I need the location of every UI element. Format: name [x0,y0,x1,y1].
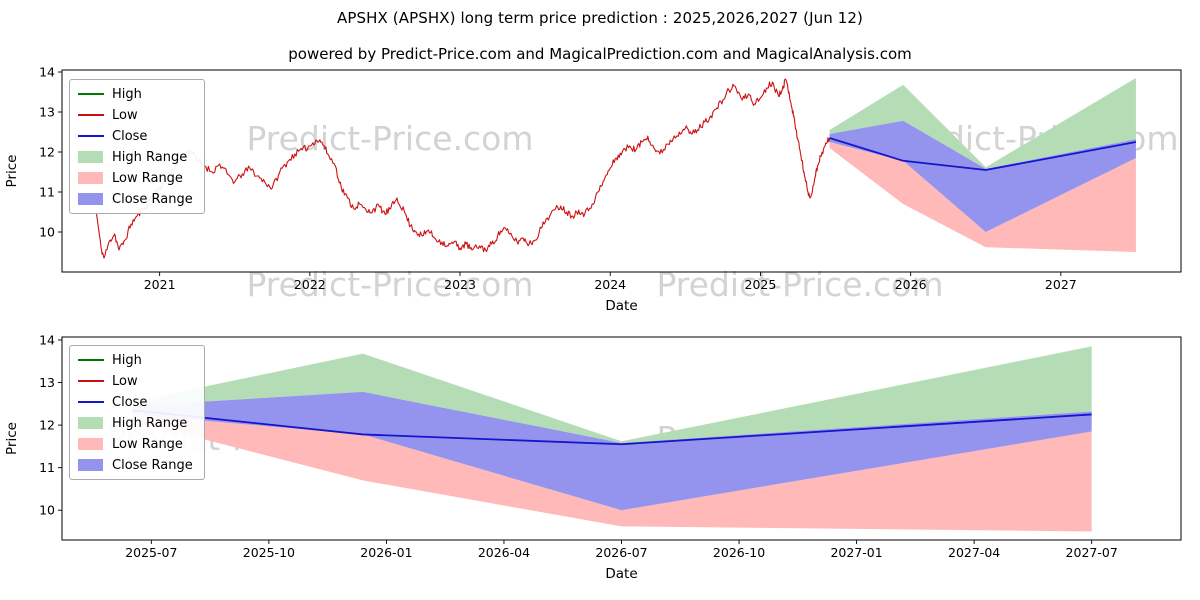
legend-label-high-range: High Range [112,149,188,165]
legend-label-high-range: High Range [112,415,188,431]
y-tick-label: 14 [39,65,55,80]
x-tick-label: 2027-07 [1066,545,1118,560]
high-range-swatch-icon [78,417,103,429]
close-range-band [829,120,1136,232]
x-tick-label: 2026-07 [595,545,647,560]
legend-label-low: Low [112,107,138,123]
low-swatch-icon [78,114,104,116]
x-tick-label: 2027-01 [830,545,882,560]
legend-item-close: Close [78,128,193,144]
plot-border [61,69,1182,273]
low-range-band [132,414,1092,532]
y-tick-label: 10 [39,225,55,240]
legend-item-low-range: Low Range [78,170,193,186]
y-tick-label: 14 [39,332,55,347]
high-range-swatch-icon [78,151,103,163]
x-tick-label: 2023 [444,277,476,292]
x-tick-label: 2021 [144,277,176,292]
close-swatch-icon [78,135,104,137]
legend-item-low-range: Low Range [78,436,193,452]
x-tick-label: 2026 [895,277,927,292]
high-swatch-icon [78,93,104,95]
x-tick-label: 2026-10 [713,545,765,560]
y-tick-label: 11 [39,460,55,475]
x-tick-label: 2025 [745,277,777,292]
low-range-swatch-icon [78,438,103,450]
legend-label-high: High [112,86,142,102]
close-swatch-icon [78,401,104,403]
page-title: APSHX (APSHX) long term price prediction… [337,9,863,27]
high-range-band [132,346,1092,443]
legend-top-chart: High Low Close High Range Low Range Close Ran… [69,79,205,214]
legend-label-close: Close [112,394,148,410]
x-tick-label: 2025-07 [125,545,177,560]
x-axis-label: Date [605,298,637,314]
legend-item-close-range: Close Range [78,191,193,207]
low-swatch-icon [78,380,104,382]
close-forecast-line [132,409,1092,446]
legend-label-close-range: Close Range [112,191,193,207]
x-tick-label: 2026-01 [360,545,412,560]
x-tick-label: 2027 [1045,277,1077,292]
legend-label-high: High [112,352,142,368]
watermark-text: Predict-Price.com [246,119,533,158]
legend-label-low-range: Low Range [112,170,183,186]
legend-item-close-range: Close Range [78,457,193,473]
chart-subtitle: powered by Predict-Price.com and Magical… [288,45,912,63]
legend-item-high-range: High Range [78,149,193,165]
legend-label-close: Close [112,128,148,144]
high-swatch-icon [78,359,104,361]
legend-item-low: Low [78,107,193,123]
legend-item-high-range: High Range [78,415,193,431]
x-tick-label: 2027-04 [948,545,1000,560]
y-tick-label: 11 [39,185,55,200]
x-tick-label: 2025-10 [243,545,295,560]
y-tick-label: 10 [39,503,55,518]
high-range-band [829,78,1136,169]
legend-item-high: High [78,86,193,102]
legend-label-low: Low [112,373,138,389]
y-tick-label: 13 [39,375,55,390]
legend-item-close: Close [78,394,193,410]
watermark-text: Predict-Price.com [246,265,533,304]
legend-label-close-range: Close Range [112,457,193,473]
low-range-swatch-icon [78,172,103,184]
legend-item-low: Low [78,373,193,389]
x-axis-label: Date [605,566,637,582]
low-range-band [829,142,1136,252]
x-tick-label: 2022 [294,277,326,292]
historical-price-line [96,78,831,259]
legend-bottom-chart: High Low Close High Range Low Range Close Ran… [69,345,205,480]
close-range-band [132,391,1092,511]
x-tick-label: 2024 [594,277,626,292]
y-axis-label: Price [4,155,20,188]
y-tick-label: 12 [39,418,55,433]
legend-item-high: High [78,352,193,368]
y-tick-label: 12 [39,145,55,160]
legend-label-low-range: Low Range [112,436,183,452]
y-axis-label: Price [4,422,20,455]
close-range-swatch-icon [78,193,103,205]
close-range-swatch-icon [78,459,103,471]
y-tick-label: 13 [39,105,55,120]
close-forecast-line [829,137,1137,171]
x-tick-label: 2026-04 [478,545,530,560]
